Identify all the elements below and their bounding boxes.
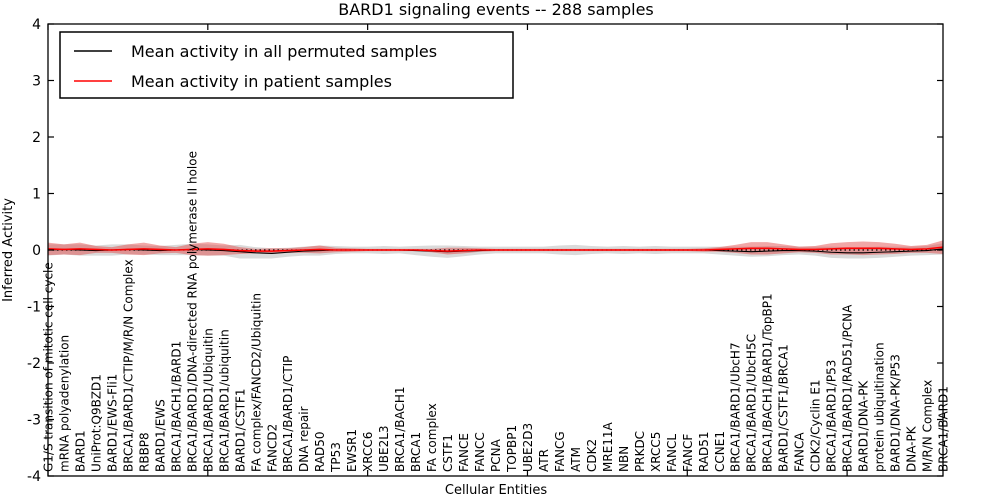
x-category-label: BRCA1 xyxy=(409,432,423,472)
x-category-label: ATR xyxy=(537,449,551,472)
y-tick-label: 3 xyxy=(32,74,41,90)
legend-label-patient: Mean activity in patient samples xyxy=(131,72,392,91)
x-category-label: PRKDC xyxy=(633,431,647,472)
y-tick-label: 4 xyxy=(32,17,41,33)
x-category-label: FANCE xyxy=(457,433,471,472)
x-category-label: BRCA1/BARD1/ubiquitin xyxy=(217,329,231,472)
x-category-label: ATM xyxy=(569,447,583,472)
patient-mean-line xyxy=(47,246,944,252)
x-category-label: BARD1/DNA-PK/P53 xyxy=(889,354,903,472)
legend-box xyxy=(59,31,514,99)
x-category-label: BRCA1/BACH1 xyxy=(393,386,407,472)
y-tick-label: -4 xyxy=(27,469,41,485)
chart-title: BARD1 signaling events -- 288 samples xyxy=(338,0,654,19)
x-category-label: NBN xyxy=(617,446,631,472)
x-category-label: BRCA1/BARD1 xyxy=(937,386,951,472)
x-category-label: EWSR1 xyxy=(345,429,359,472)
x-category-label: CSTF1 xyxy=(441,434,455,472)
x-category-label: BRCA1/BARD1/CTIP/M/R/N Complex xyxy=(121,259,135,472)
x-category-label: RAD51 xyxy=(697,431,711,472)
x-category-label: M/R/N Complex xyxy=(921,380,935,472)
x-category-label: FANCC xyxy=(473,432,487,472)
x-category-labels: G1/S transition of mitotic cell cycle mRN… xyxy=(42,151,951,473)
x-category-label: CCNE1 xyxy=(713,431,727,472)
x-category-label: CDK2/Cyclin E1 xyxy=(809,379,823,472)
x-category-label: BARD1/DNA-PK xyxy=(857,380,871,472)
x-category-label: DNA repair xyxy=(297,406,311,472)
x-category-label: BRCA1/BARD1/P53 xyxy=(825,360,839,472)
y-tick-label: 1 xyxy=(32,187,41,203)
x-category-label: BARD1/CSTF1/BRCA1 xyxy=(777,344,791,472)
x-category-label: FANCD2 xyxy=(265,424,279,472)
x-category-label: BRCA1/BARD1/UbcH5C xyxy=(745,334,759,472)
x-category-label: FANCF xyxy=(681,434,695,472)
y-tick-label: -1 xyxy=(27,300,41,316)
x-category-label: BRCA1/BARD1/DNA-directed RNA polymerase … xyxy=(185,151,199,472)
x-category-label: RAD50 xyxy=(313,431,327,472)
x-category-label: UBE2L3 xyxy=(377,425,391,472)
x-category-label: PCNA xyxy=(489,438,503,472)
x-category-label: UBE2D3 xyxy=(521,423,535,472)
x-category-label: RBBP8 xyxy=(137,432,151,472)
y-axis-label: Inferred Activity xyxy=(1,198,16,302)
legend-label-permuted: Mean activity in all permuted samples xyxy=(131,42,437,61)
y-tick-label: 0 xyxy=(32,243,41,259)
y-tick-label: -3 xyxy=(27,413,41,429)
x-category-label: BRCA1/BARD1/RAD51/PCNA xyxy=(841,304,855,472)
x-category-label: BARD1/EWS xyxy=(153,399,167,472)
legend: Mean activity in all permuted samples Me… xyxy=(59,31,514,99)
x-category-label: FA complex xyxy=(425,403,439,472)
x-category-label: CDK2 xyxy=(585,439,599,472)
axes-frame xyxy=(47,23,944,477)
x-category-label: G1/S transition of mitotic cell cycle xyxy=(42,262,56,472)
y-tick-labels: -4 -3 -2 -1 0 1 2 3 4 xyxy=(27,17,41,485)
x-category-label: BRCA1/BACH1/BARD1/TopBP1 xyxy=(761,293,775,472)
x-category-label: BRCA1/BARD1/Ubiquitin xyxy=(201,328,215,472)
x-category-label: XRCC5 xyxy=(649,432,663,472)
x-category-label: UniProt:Q9BZD1 xyxy=(89,374,103,472)
x-category-label: BARD1/CSTF1 xyxy=(233,388,247,472)
x-category-label: BRCA1/BACH1/BARD1 xyxy=(169,341,183,472)
x-category-label: FANCG xyxy=(553,431,567,472)
x-category-label: MRE11A xyxy=(601,421,615,472)
permuted-std-band xyxy=(48,243,943,259)
y-tick-label: 2 xyxy=(32,130,41,146)
y-tick-label: -2 xyxy=(27,356,41,372)
x-category-label: mRNA polyadenylation xyxy=(57,335,71,472)
x-category-label: TP53 xyxy=(329,442,343,473)
x-category-label: FANCA xyxy=(793,432,807,472)
x-category-label: TOPBP1 xyxy=(505,425,519,473)
x-category-label: protein ubiquitination xyxy=(873,342,887,472)
x-category-label: BRCA1/BARD1/CTIP xyxy=(281,356,295,472)
x-category-label: DNA-PK xyxy=(905,425,919,472)
x-category-label: BARD1/EWS-Fli1 xyxy=(105,374,119,472)
x-category-label: BRCA1/BARD1/UbcH7 xyxy=(729,342,743,472)
x-axis-label: Cellular Entities xyxy=(445,483,547,498)
x-category-label: BARD1 xyxy=(73,430,87,472)
x-category-label: XRCC6 xyxy=(361,432,375,472)
x-category-label: FA complex/FANCD2/Ubiquitin xyxy=(249,293,263,472)
x-category-label: FANCL xyxy=(665,434,679,472)
mean-lines xyxy=(47,246,944,254)
